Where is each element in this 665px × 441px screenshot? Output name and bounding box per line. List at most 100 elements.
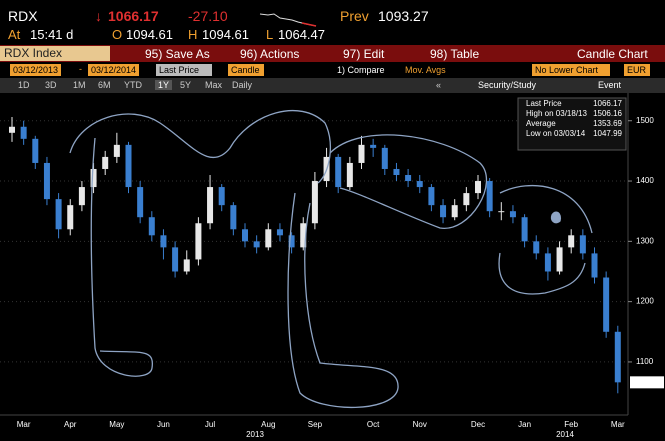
y-tick-label: 1100 <box>636 357 654 366</box>
frequency[interactable]: Daily <box>232 80 253 90</box>
drawn-curve <box>498 184 593 295</box>
currency[interactable]: EUR <box>624 64 650 76</box>
menu-button[interactable]: 98) Table <box>430 47 480 61</box>
y-tick-label: 1300 <box>636 236 654 245</box>
candle-body <box>230 205 237 230</box>
compare[interactable]: 1) Compare <box>337 65 385 75</box>
y-tick-label: 1500 <box>636 116 654 125</box>
candle-body <box>20 126 27 139</box>
period-button[interactable]: YTD <box>124 80 142 90</box>
end-date[interactable]: 03/12/2014 <box>88 64 140 76</box>
drawn-mark <box>550 211 562 224</box>
candle-body <box>416 181 423 188</box>
security-study[interactable]: Security/Study <box>478 80 537 90</box>
arrow: ↓ <box>95 8 102 24</box>
legend-value: 1506.16 <box>593 109 622 118</box>
candle-body <box>113 144 120 157</box>
candle-body <box>276 229 283 236</box>
candle-body <box>475 181 481 194</box>
period-button[interactable]: 5Y <box>180 80 192 90</box>
ticker: RDX <box>8 8 38 24</box>
candle-body <box>183 259 190 272</box>
candle-body <box>603 277 610 332</box>
last-price: 1066.17 <box>108 8 159 24</box>
candle-body <box>335 156 342 188</box>
lower-select[interactable]: No Lower Chart <box>532 64 610 76</box>
candle-body <box>370 144 377 148</box>
period-button[interactable]: 1M <box>73 80 86 90</box>
change: -27.10 <box>188 8 228 24</box>
drawn-curve <box>69 109 331 184</box>
x-tick-label: Apr <box>64 420 77 429</box>
field-value: 15:41 d <box>30 27 74 42</box>
x-tick-label: Jun <box>157 420 170 429</box>
period-button[interactable]: 3D <box>45 80 57 90</box>
candle-body <box>428 187 435 206</box>
legend-label: Low on 03/03/14 <box>526 129 586 138</box>
period-button[interactable]: 1D <box>18 80 30 90</box>
candle-body <box>591 253 598 278</box>
mov-avgs[interactable]: Mov. Avgs <box>405 65 446 75</box>
x-tick-label: Mar <box>611 420 625 429</box>
chart: 1100 1200 1300 1400 1500 Mar Apr May Jun Jul Aug Se… <box>0 93 665 439</box>
year-label: 2014 <box>556 430 574 439</box>
candle-body <box>568 235 575 248</box>
field-value: 1094.61 <box>202 27 249 42</box>
x-tick-label: Nov <box>413 420 427 429</box>
drawn-loop <box>287 192 399 409</box>
y-tick-label: 1400 <box>636 176 654 185</box>
candle-body <box>440 205 447 218</box>
style-select[interactable]: Candle <box>228 64 264 76</box>
period-button[interactable]: 1Y <box>155 80 173 90</box>
x-tick-label: Feb <box>564 420 578 429</box>
menu-button[interactable]: 97) Edit <box>343 47 385 61</box>
toolbar <box>0 45 665 62</box>
candle-body <box>102 156 109 169</box>
candle-body <box>358 144 365 163</box>
chart-name: Candle Chart <box>577 47 648 61</box>
field-label: Prev <box>340 8 369 24</box>
candle-body <box>55 199 62 230</box>
candle-body <box>498 211 505 213</box>
field-value: 1064.47 <box>278 27 325 42</box>
candle-body <box>78 187 85 206</box>
sparkline <box>259 13 317 27</box>
candle-body <box>43 162 50 200</box>
candle-body <box>544 253 551 272</box>
candle-body <box>253 241 260 248</box>
legend: Last Price 1066.17 High on 03/18/13 1506… <box>517 97 627 151</box>
candle-body <box>32 138 39 163</box>
candle-body <box>137 187 144 218</box>
collapse[interactable]: « <box>436 80 442 90</box>
field-select[interactable]: Last Price <box>156 64 212 76</box>
last-price-tag <box>630 376 664 389</box>
candle-body <box>9 126 15 133</box>
x-tick-label: Jan <box>518 420 531 429</box>
candle-body <box>207 187 214 224</box>
event[interactable]: Event <box>598 80 622 90</box>
candle-body <box>311 181 318 224</box>
candle-body <box>90 168 97 188</box>
field-value: 1094.61 <box>126 27 173 42</box>
security-field[interactable]: RDX Index <box>0 46 110 61</box>
year-label: 2013 <box>246 430 264 439</box>
menu-button[interactable]: 95) Save As <box>145 47 210 61</box>
x-tick-label: May <box>109 420 124 429</box>
x-tick-label: Oct <box>367 420 380 429</box>
legend-box <box>517 97 627 151</box>
candle-body <box>614 331 621 383</box>
menu-button[interactable]: 96) Actions <box>240 47 300 61</box>
period-button[interactable]: Max <box>205 80 223 90</box>
candle-body <box>346 162 353 188</box>
legend-value: 1066.17 <box>593 99 622 108</box>
start-date[interactable]: 03/12/2013 <box>10 64 62 76</box>
field-label: At <box>8 27 21 42</box>
period-button[interactable]: 6M <box>98 80 111 90</box>
x-tick-label: Sep <box>308 420 323 429</box>
x-tick-label: Dec <box>471 420 485 429</box>
candle-body <box>265 229 272 248</box>
candle-body <box>160 235 167 248</box>
candle-body <box>125 144 132 188</box>
candle-body <box>486 181 493 212</box>
